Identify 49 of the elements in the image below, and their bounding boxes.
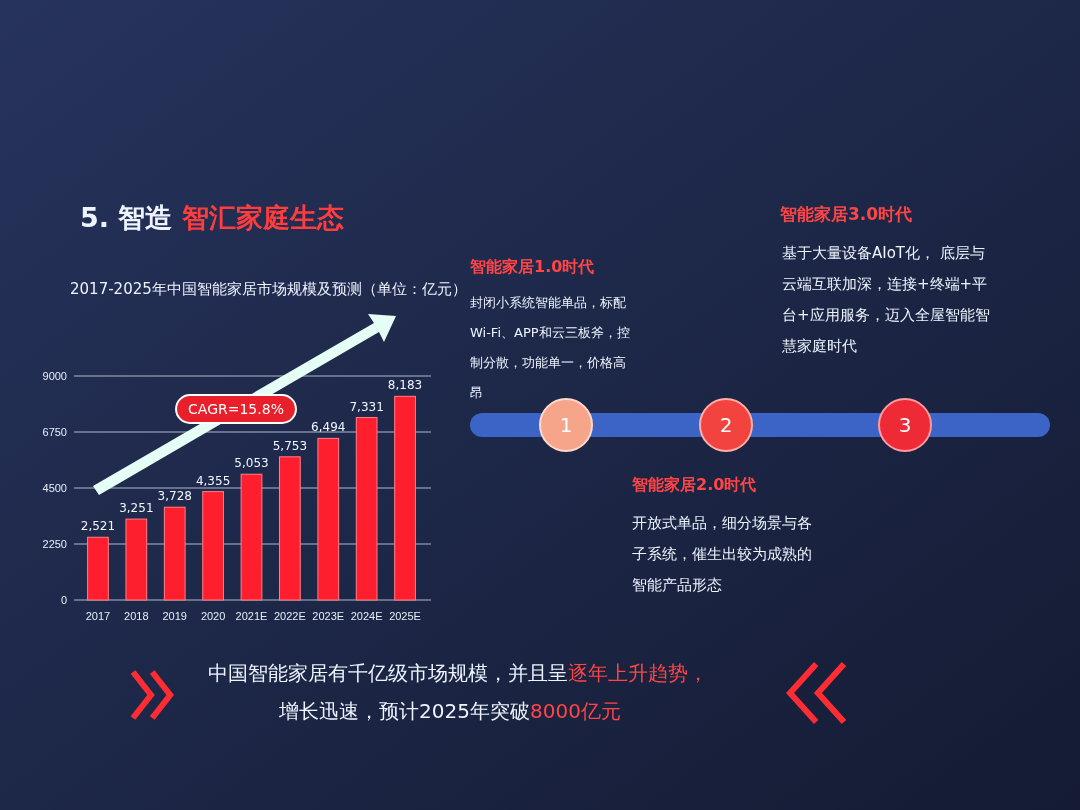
- bar: [317, 437, 340, 601]
- data-label: 7,331: [349, 399, 384, 414]
- data-label: 3,251: [119, 501, 154, 516]
- x-tick-label: 2023E: [312, 610, 345, 622]
- data-label: 6,494: [311, 420, 346, 435]
- text: 逐年上升趋势，: [568, 661, 708, 685]
- text: 3: [898, 413, 912, 437]
- text: 5. 智造: [80, 202, 173, 233]
- bar: [125, 518, 148, 601]
- bar: [202, 491, 224, 601]
- x-tick-label: 2025E: [389, 610, 421, 622]
- y-tick-label: 2250: [42, 538, 67, 551]
- x-tick-label: 2020: [200, 610, 226, 622]
- text: 增长迅速，预计2025年突破: [279, 699, 530, 723]
- x-tick-label: 2021E: [235, 610, 268, 622]
- data-label: 8,183: [387, 378, 423, 393]
- data-label: 4,355: [195, 473, 231, 488]
- text: 8000亿元: [530, 699, 621, 723]
- text: 智汇家庭生态: [181, 202, 344, 233]
- data-label: 3,728: [157, 489, 192, 504]
- data-label: 5,753: [272, 438, 308, 453]
- data-label: 2,521: [80, 519, 116, 534]
- text: 封闭小系统智能单品，标配Wi-Fi、APP和云三板斧，控制分散，功能单一，价格高昂: [470, 295, 630, 400]
- text: 智能家居3.0时代: [780, 204, 913, 224]
- text: 智能家居2.0时代: [632, 475, 757, 494]
- y-tick-label: 0: [60, 594, 67, 607]
- y-tick-label: 9000: [42, 370, 67, 383]
- bar: [279, 456, 301, 601]
- data-label: 5,053: [234, 456, 269, 471]
- bar: [394, 395, 416, 601]
- x-tick-label: 2019: [162, 610, 187, 622]
- text: 中国智能家居有千亿级市场规模，并且呈: [208, 661, 568, 685]
- x-tick-label: 2017: [85, 610, 111, 622]
- y-tick-label: 6750: [42, 426, 67, 439]
- x-tick-label: 2022E: [273, 610, 306, 622]
- bar: [87, 536, 109, 601]
- y-tick-label: 4500: [42, 482, 67, 495]
- x-tick-label: 2018: [124, 610, 149, 622]
- bar: [163, 506, 186, 601]
- bar: [355, 417, 378, 601]
- text: 1: [559, 413, 573, 437]
- text: 智能家居1.0时代: [470, 257, 595, 276]
- x-tick-label: 2024E: [350, 610, 383, 622]
- text: 2: [719, 413, 733, 437]
- text: 开放式单品，细分场景与各子系统，催生出较为成熟的智能产品形态: [632, 515, 812, 593]
- bar: [240, 473, 263, 601]
- text: 基于大量设备AIoT化， 底层与云端互联加深，连接+终端+平台+应用服务，迈入全屋智能智慧家庭时代: [782, 244, 990, 355]
- chart-title: 2017-2025年中国智能家居市场规模及预测（单位：亿元）: [70, 280, 467, 298]
- annotation: CAGR=15.8%: [188, 401, 284, 417]
